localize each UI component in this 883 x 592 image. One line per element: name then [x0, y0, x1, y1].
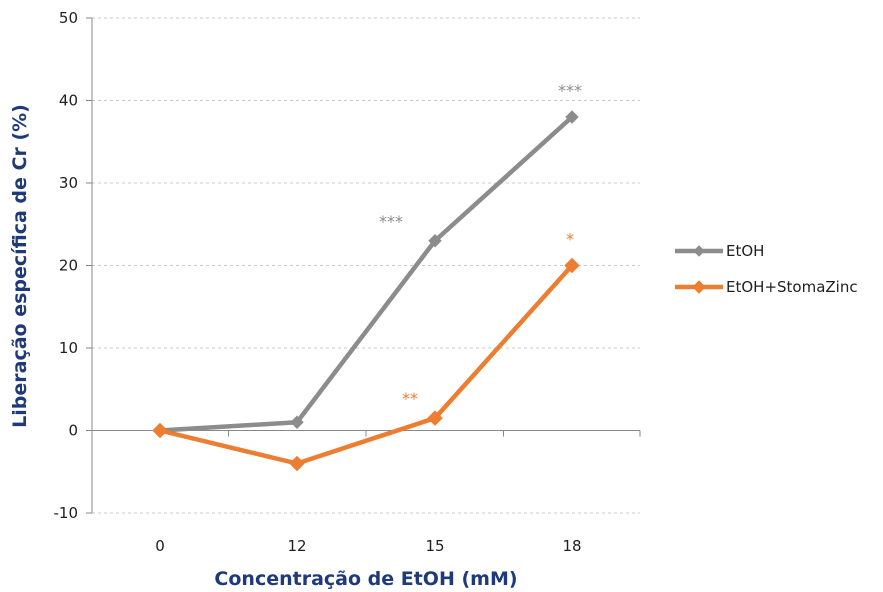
- y-tick-label: 50: [59, 9, 78, 27]
- series-line-1: [157, 114, 575, 433]
- data-point: [428, 234, 442, 248]
- significance-label: ***: [379, 212, 403, 231]
- legend-marker: [693, 245, 705, 257]
- legend-item: EtOH: [675, 242, 764, 260]
- series-line-2: [157, 263, 575, 466]
- x-tick-label: 18: [562, 537, 581, 555]
- y-tick-label: 0: [68, 422, 78, 440]
- y-tick-label: 40: [59, 92, 78, 110]
- y-tick-label: 30: [59, 174, 78, 192]
- significance-label: ***: [558, 81, 582, 100]
- legend-marker: [692, 280, 706, 294]
- significance-annotations: *********: [379, 81, 582, 408]
- data-point: [152, 422, 168, 439]
- x-tick-label: 12: [287, 537, 306, 555]
- data-point: [290, 415, 304, 429]
- significance-label: **: [402, 389, 418, 408]
- grid-lines: [92, 17, 640, 514]
- legend: EtOH EtOH+StomaZinc: [675, 242, 858, 296]
- axes: -10 0 10 20 30 40 50 0 12 15 18 Concentração de EtO…: [9, 9, 641, 590]
- y-axis-title: Liberação específica de Cr (%): [9, 104, 31, 428]
- x-axis-title: Concentração de EtOH (mM): [214, 568, 517, 590]
- data-point: [565, 110, 579, 124]
- y-tick-label: 20: [59, 257, 78, 275]
- y-tick-label: -10: [54, 504, 79, 522]
- data-point: [427, 410, 443, 426]
- legend-label: EtOH: [726, 242, 764, 260]
- data-point: [289, 455, 305, 472]
- significance-label: *: [566, 230, 574, 249]
- legend-item: EtOH+StomaZinc: [675, 278, 858, 296]
- x-tick-label: 15: [425, 537, 444, 555]
- series: [152, 110, 580, 472]
- legend-label: EtOH+StomaZinc: [726, 278, 858, 296]
- y-tick-label: 10: [59, 339, 78, 357]
- data-point: [564, 257, 580, 274]
- x-tick-label: 0: [155, 537, 165, 555]
